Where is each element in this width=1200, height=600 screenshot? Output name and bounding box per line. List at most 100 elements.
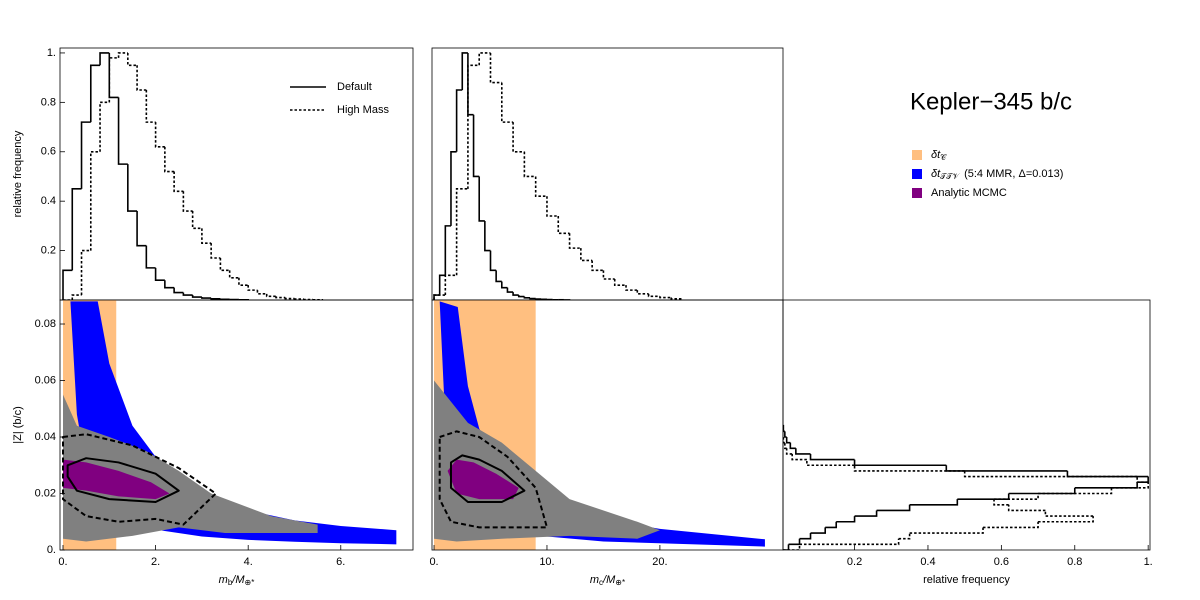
region bbox=[447, 459, 519, 500]
label-part: ⊕* bbox=[615, 578, 625, 587]
histogram-step bbox=[89, 64, 101, 123]
histogram-step bbox=[1007, 504, 1046, 512]
y-tick-label: 0.4 bbox=[41, 195, 56, 207]
histogram-step bbox=[1074, 482, 1138, 489]
histogram-step bbox=[108, 57, 119, 103]
histogram-step bbox=[1066, 470, 1149, 478]
histogram-step bbox=[219, 258, 230, 272]
contour bbox=[449, 454, 526, 503]
histogram-step bbox=[853, 459, 947, 467]
histogram-step bbox=[467, 52, 474, 116]
histogram-step bbox=[500, 281, 508, 289]
histogram-step bbox=[71, 188, 82, 271]
histogram-step bbox=[80, 249, 91, 296]
histogram-step bbox=[602, 270, 615, 280]
histogram-step bbox=[1137, 476, 1149, 484]
y-tick-label: 1. bbox=[47, 47, 56, 59]
contour bbox=[66, 457, 180, 503]
x-tick-label: 0.4 bbox=[920, 556, 935, 568]
histogram-step bbox=[993, 499, 1009, 506]
histogram-step bbox=[625, 285, 638, 291]
histogram-step bbox=[80, 121, 91, 189]
histogram-step bbox=[467, 64, 480, 189]
histogram-step bbox=[108, 52, 119, 99]
histogram-step bbox=[613, 279, 627, 286]
label-part: m bbox=[219, 574, 228, 586]
label-part: /M bbox=[602, 574, 616, 586]
histogram-step bbox=[247, 285, 258, 291]
histogram-step bbox=[836, 516, 856, 523]
label-part: /M bbox=[231, 574, 245, 586]
histogram-step bbox=[89, 150, 101, 251]
histogram-step bbox=[284, 297, 295, 300]
histogram-step bbox=[983, 521, 1039, 529]
histogram-step bbox=[173, 287, 184, 294]
legend-label: δt𝒯𝒯𝒱 (5:4 MMR, Δ=0.013) bbox=[931, 168, 1063, 181]
panel-frame bbox=[59, 299, 414, 551]
panel-frame bbox=[431, 47, 784, 301]
histogram-step bbox=[484, 220, 491, 252]
histogram-step bbox=[783, 544, 790, 550]
histogram-step bbox=[546, 196, 559, 217]
histogram-step bbox=[472, 114, 480, 178]
x-tick-label: 0.6 bbox=[994, 556, 1009, 568]
histogram-step bbox=[500, 82, 514, 123]
histogram-step bbox=[876, 504, 911, 512]
histogram-step bbox=[994, 493, 1039, 500]
histogram-step bbox=[164, 280, 175, 289]
histogram-step bbox=[789, 442, 796, 450]
label-part: m bbox=[590, 574, 599, 586]
histogram-step bbox=[450, 150, 457, 226]
histogram-step bbox=[534, 176, 547, 198]
histogram-step bbox=[191, 295, 202, 298]
histogram-step bbox=[853, 465, 965, 472]
histogram-step bbox=[963, 470, 1138, 478]
y-tick-label: 0.2 bbox=[41, 244, 56, 256]
histogram-step bbox=[557, 216, 570, 235]
contour bbox=[438, 430, 548, 529]
histogram-step bbox=[791, 453, 807, 461]
x-tick-label: 20. bbox=[652, 556, 667, 568]
legend-part: Analytic MCMC bbox=[931, 187, 1007, 199]
x-tick-label: 4. bbox=[244, 556, 253, 568]
x-tick-label: 0.8 bbox=[1067, 556, 1082, 568]
legend-swatch bbox=[912, 188, 922, 198]
histogram-step bbox=[201, 228, 212, 244]
label-part: b bbox=[228, 578, 233, 587]
histogram-step bbox=[568, 233, 581, 249]
histogram-step bbox=[201, 297, 212, 299]
histogram-step bbox=[1008, 487, 1076, 495]
histogram-step bbox=[785, 437, 791, 444]
histogram-step bbox=[127, 52, 138, 67]
panel-frame bbox=[782, 299, 1151, 551]
label-part: c bbox=[599, 578, 603, 587]
histogram-step bbox=[1038, 516, 1094, 523]
y-axis-label: |Z| (b/c) bbox=[12, 406, 24, 444]
histogram-step bbox=[670, 297, 684, 300]
histogram-step bbox=[455, 89, 463, 152]
histogram-step bbox=[512, 292, 519, 296]
histogram-step bbox=[145, 245, 156, 269]
histogram-step bbox=[99, 101, 110, 152]
y-tick-label: 0.8 bbox=[41, 96, 56, 108]
histogram-step bbox=[275, 296, 286, 299]
x-tick-label: 1. bbox=[1144, 556, 1153, 568]
histogram-step bbox=[182, 191, 193, 212]
histogram-step bbox=[1044, 510, 1094, 517]
legend-label: Default bbox=[337, 81, 372, 93]
histogram-step bbox=[478, 176, 485, 222]
y-tick-label: 0.6 bbox=[41, 146, 56, 158]
histogram-step bbox=[238, 277, 249, 286]
histogram-step bbox=[99, 52, 110, 66]
y-tick-label: 0.06 bbox=[35, 374, 56, 386]
figure-title: Kepler−345 b/c bbox=[910, 88, 1072, 115]
histogram-step bbox=[1136, 476, 1149, 484]
histogram-step bbox=[136, 65, 147, 91]
contour bbox=[62, 433, 217, 526]
legend-part: δt bbox=[931, 168, 941, 180]
region bbox=[63, 394, 318, 542]
x-tick-label: 6. bbox=[336, 556, 345, 568]
histogram-step bbox=[210, 297, 221, 300]
legend-part: δt bbox=[931, 149, 941, 161]
histogram-step bbox=[809, 453, 855, 461]
